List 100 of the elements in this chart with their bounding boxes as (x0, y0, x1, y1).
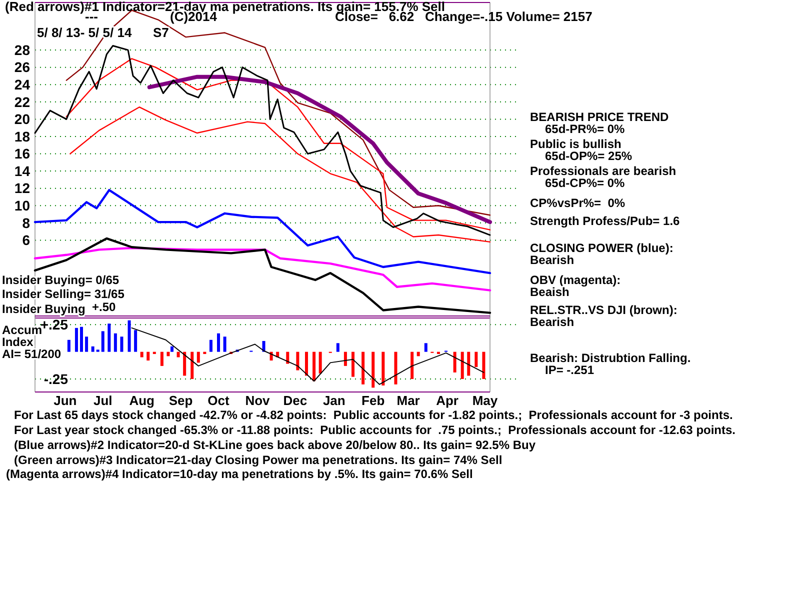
bar (416, 352, 420, 356)
text: 65d-OP%= 25% (545, 149, 632, 163)
text: Bearish: Distrubtion Falling. (530, 351, 691, 365)
y-tick-label: 24 (14, 76, 30, 93)
bar (382, 352, 385, 386)
y-tick-label: 20 (14, 111, 30, 128)
bar (183, 352, 186, 376)
text: Public is bullish (530, 137, 622, 151)
annotation: Insider Buying (2, 302, 86, 316)
bar (304, 352, 308, 376)
y-tick-label: 6 (22, 232, 30, 248)
y-tick-label: 28 (14, 42, 30, 58)
text: Bearish (530, 315, 574, 329)
bar (128, 320, 131, 352)
bar (140, 352, 144, 358)
bar (67, 340, 70, 352)
text: OBV (magenta): (530, 273, 621, 287)
text: CLOSING POWER (blue): (530, 241, 674, 255)
x-tick-label: Oct (208, 393, 230, 408)
x-tick-label: Sep (168, 393, 193, 408)
bar (372, 352, 375, 388)
text: (Blue arrows)#2 Indicator=20-d St-KLine goes back above 20/below 80.. Its gain= 92.5% Buy (14, 438, 536, 452)
x-tick-label: Dec (283, 393, 308, 408)
bar (196, 352, 200, 363)
bar (146, 352, 150, 361)
y-tick-label: 26 (14, 59, 30, 76)
text: 65d-PR%= 0% (545, 122, 626, 136)
text: Strength Profess/Pub= 1.6 (530, 214, 680, 228)
bar (120, 336, 124, 352)
bar (344, 352, 347, 366)
y-tick-label: 12 (14, 180, 30, 196)
bar (394, 352, 398, 384)
bar (91, 346, 94, 352)
y-tick-label: 18 (14, 128, 30, 144)
x-tick-label: Feb (362, 393, 385, 408)
text: For Last year stock changed -65.3% or -11.88 points: Public accounts for .75 points.; Professionals account for -12.63 points. (14, 423, 736, 437)
bar (410, 352, 414, 379)
annotation: AI= 51/200 (2, 347, 62, 361)
annotation: Insider Selling= 31/65 (2, 287, 125, 301)
line-series (66, 58, 491, 230)
line-series (34, 44, 491, 236)
text: REL.STR..VS DJI (brown): (530, 303, 678, 317)
bar (336, 343, 340, 352)
x-tick-label: Jun (54, 393, 77, 408)
text: IP= -.251 (545, 363, 594, 377)
text: For Last 65 days stock changed -42.7% or -4.82 points: Public accounts for -1.82 points.; Professionals account for -3 points. (14, 408, 733, 422)
bar (312, 352, 316, 382)
x-tick-label: Nov (245, 393, 271, 408)
annotation: S7 (153, 25, 169, 40)
bar (101, 331, 104, 352)
annotation: Accum (2, 323, 42, 337)
bar (166, 352, 170, 356)
bar (460, 352, 464, 379)
text: CP%vsPr%= 0% (530, 196, 626, 210)
x-tick-label: Apr (436, 393, 458, 408)
bar (108, 324, 111, 352)
line-series (70, 106, 491, 243)
bar (80, 326, 84, 352)
x-tick-label: Jan (322, 393, 346, 408)
x-tick-label: May (472, 393, 498, 408)
y-tick-label: 8 (22, 214, 30, 231)
bar (467, 352, 470, 376)
y-tick-label: 10 (14, 198, 30, 214)
y-tick-label: -.25 (44, 370, 68, 387)
x-tick-label: Jul (93, 393, 112, 408)
bar (286, 352, 290, 364)
text: Beaish (530, 285, 570, 299)
bar (217, 333, 220, 352)
y-tick-label: +.25 (40, 316, 68, 333)
bar (85, 336, 88, 352)
bar (453, 352, 456, 372)
bar (351, 352, 354, 377)
x-tick-label: Mar (396, 393, 420, 408)
text: Professionals are bearish (530, 164, 676, 178)
text: BEARISH PRICE TREND (530, 110, 670, 124)
bar (362, 352, 365, 384)
bar (482, 352, 486, 379)
y-tick-label: 16 (14, 146, 30, 162)
bar (474, 352, 478, 368)
bar (74, 328, 78, 352)
bar (176, 352, 180, 358)
text: (Green arrows)#3 Indicator=21-day Closing Power ma penetrations. Its gain= 74% Sell (14, 453, 502, 467)
bar (318, 352, 322, 374)
bar (170, 346, 174, 352)
text: Bearish (530, 253, 574, 267)
x-tick-label: Aug (129, 393, 155, 408)
y-tick-label: 22 (14, 94, 30, 110)
bar (209, 340, 212, 352)
bar (223, 336, 226, 352)
bar (160, 352, 164, 366)
bar (190, 352, 194, 379)
text: (Magenta arrows)#4 Indicator=10-day ma penetrations by .5%. Its gain= 70.6% Sell (6, 467, 473, 481)
bar (114, 333, 117, 352)
bar (296, 352, 300, 370)
bar (134, 330, 138, 352)
bar (424, 343, 428, 352)
line-series (147, 74, 492, 224)
annotation: Insider Buying= 0/65 (2, 273, 120, 287)
text: Index (2, 335, 34, 349)
annotation: +.50 (92, 300, 116, 314)
